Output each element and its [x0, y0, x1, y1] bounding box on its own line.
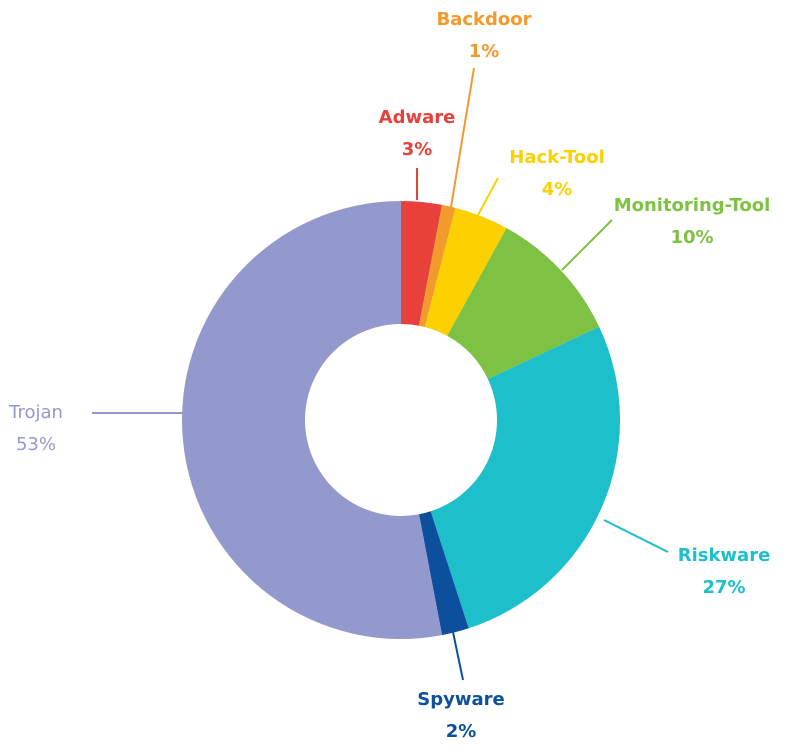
slice-value-label: 1%: [469, 41, 500, 62]
slice-label: Monitoring-Tool: [614, 195, 771, 216]
slice-label: Spyware: [417, 689, 504, 710]
donut-slice: [182, 200, 443, 639]
slice-label: Hack-Tool: [509, 147, 604, 168]
slice-value-label: 10%: [670, 227, 713, 248]
donut-slice: [430, 326, 620, 629]
slice-value-label: 2%: [446, 721, 477, 742]
leader-line: [450, 67, 475, 208]
donut-slice: [447, 228, 600, 380]
slice-value-label: 53%: [16, 434, 56, 455]
leader-line: [561, 219, 613, 271]
donut-slice: [401, 201, 443, 326]
leader-line: [477, 177, 499, 216]
donut-slice: [418, 204, 456, 328]
slice-value-label: 27%: [702, 577, 745, 598]
slice-value-label: 4%: [542, 179, 573, 200]
slice-label: Trojan: [8, 402, 63, 423]
leader-line: [603, 519, 669, 553]
donut-slice: [418, 511, 469, 636]
slice-label: Backdoor: [436, 9, 531, 30]
slice-value-label: 3%: [402, 139, 433, 160]
donut-slice: [424, 207, 507, 336]
leader-line: [452, 631, 464, 681]
slice-label: Adware: [379, 107, 456, 128]
slice-label: Riskware: [678, 545, 771, 566]
